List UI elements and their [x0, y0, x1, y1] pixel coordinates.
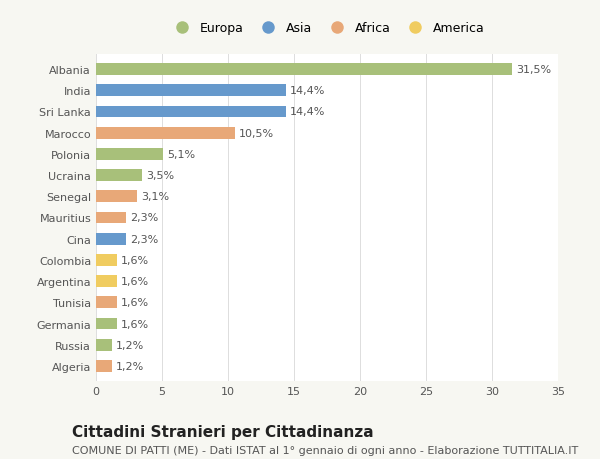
Bar — [96, 64, 512, 76]
Text: 2,3%: 2,3% — [130, 213, 158, 223]
Bar — [96, 149, 163, 160]
Text: 2,3%: 2,3% — [130, 234, 158, 244]
Text: 3,5%: 3,5% — [146, 171, 174, 181]
Bar — [96, 339, 112, 351]
Text: 1,6%: 1,6% — [121, 276, 149, 286]
Bar — [96, 255, 117, 266]
Bar — [96, 276, 117, 287]
Bar — [96, 212, 127, 224]
Text: 1,2%: 1,2% — [116, 340, 144, 350]
Legend: Europa, Asia, Africa, America: Europa, Asia, Africa, America — [169, 22, 485, 35]
Text: 1,2%: 1,2% — [116, 361, 144, 371]
Text: COMUNE DI PATTI (ME) - Dati ISTAT al 1° gennaio di ogni anno - Elaborazione TUTT: COMUNE DI PATTI (ME) - Dati ISTAT al 1° … — [72, 445, 578, 455]
Bar — [96, 297, 117, 308]
Text: 14,4%: 14,4% — [290, 86, 325, 96]
Text: 5,1%: 5,1% — [167, 150, 196, 160]
Text: 1,6%: 1,6% — [121, 255, 149, 265]
Bar — [96, 318, 117, 330]
Text: 1,6%: 1,6% — [121, 298, 149, 308]
Bar — [96, 106, 286, 118]
Text: 10,5%: 10,5% — [239, 129, 274, 138]
Text: 14,4%: 14,4% — [290, 107, 325, 117]
Text: 1,6%: 1,6% — [121, 319, 149, 329]
Bar — [96, 360, 112, 372]
Text: 3,1%: 3,1% — [141, 192, 169, 202]
Bar — [96, 233, 127, 245]
Bar — [96, 170, 142, 181]
Bar — [96, 191, 137, 203]
Bar — [96, 85, 286, 97]
Bar — [96, 128, 235, 139]
Text: 31,5%: 31,5% — [516, 65, 551, 75]
Text: Cittadini Stranieri per Cittadinanza: Cittadini Stranieri per Cittadinanza — [72, 425, 374, 440]
